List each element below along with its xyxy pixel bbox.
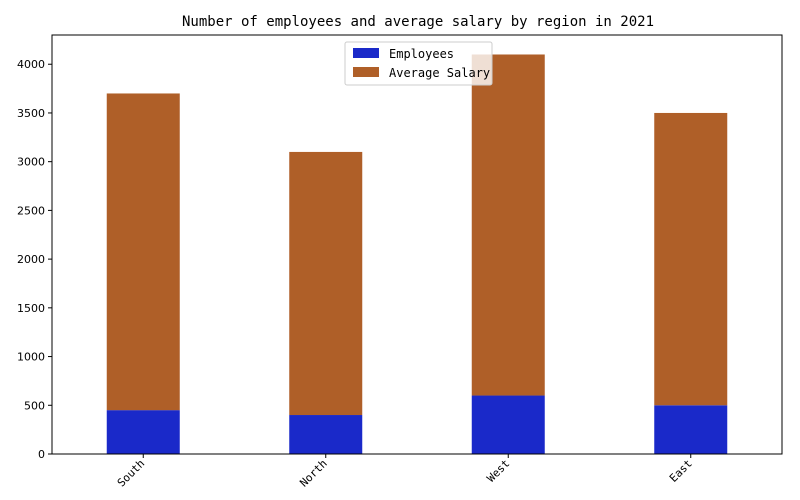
y-tick-label: 500 xyxy=(24,399,45,412)
y-tick-label: 1500 xyxy=(17,302,45,315)
bar-average-salary-east xyxy=(654,112,728,406)
plot-frame xyxy=(51,34,783,455)
legend-label-average-salary: Average Salary xyxy=(389,66,490,80)
bar-employees-south xyxy=(106,410,180,454)
bar-employees-north xyxy=(289,415,363,454)
y-tick-label: 3500 xyxy=(17,107,45,120)
bar-employees-east xyxy=(654,405,728,454)
legend-label-employees: Employees xyxy=(389,47,454,61)
legend: Employees Average Salary xyxy=(344,41,493,86)
y-tick-label: 0 xyxy=(38,448,45,461)
y-tick-label: 3000 xyxy=(17,156,45,169)
bar-employees-west xyxy=(471,395,545,454)
bar-average-salary-west xyxy=(471,54,545,396)
legend-box xyxy=(344,41,493,86)
y-tick-label: 4000 xyxy=(17,58,45,71)
x-tick-label-south: South xyxy=(115,457,148,490)
bar-average-salary-north xyxy=(289,151,363,416)
bar-average-salary-south xyxy=(106,93,180,411)
chart-title: Number of employees and average salary b… xyxy=(182,14,654,30)
bars-layer xyxy=(106,54,728,454)
y-tick-label: 2500 xyxy=(17,204,45,217)
x-tick-label-north: North xyxy=(297,457,330,490)
legend-swatch-employees xyxy=(353,48,379,58)
x-tick-label-east: East xyxy=(667,457,695,485)
x-tick-label-west: West xyxy=(484,457,512,485)
y-tick-label: 1000 xyxy=(17,351,45,364)
legend-swatch-average-salary xyxy=(353,67,379,77)
y-tick-label: 2000 xyxy=(17,253,45,266)
